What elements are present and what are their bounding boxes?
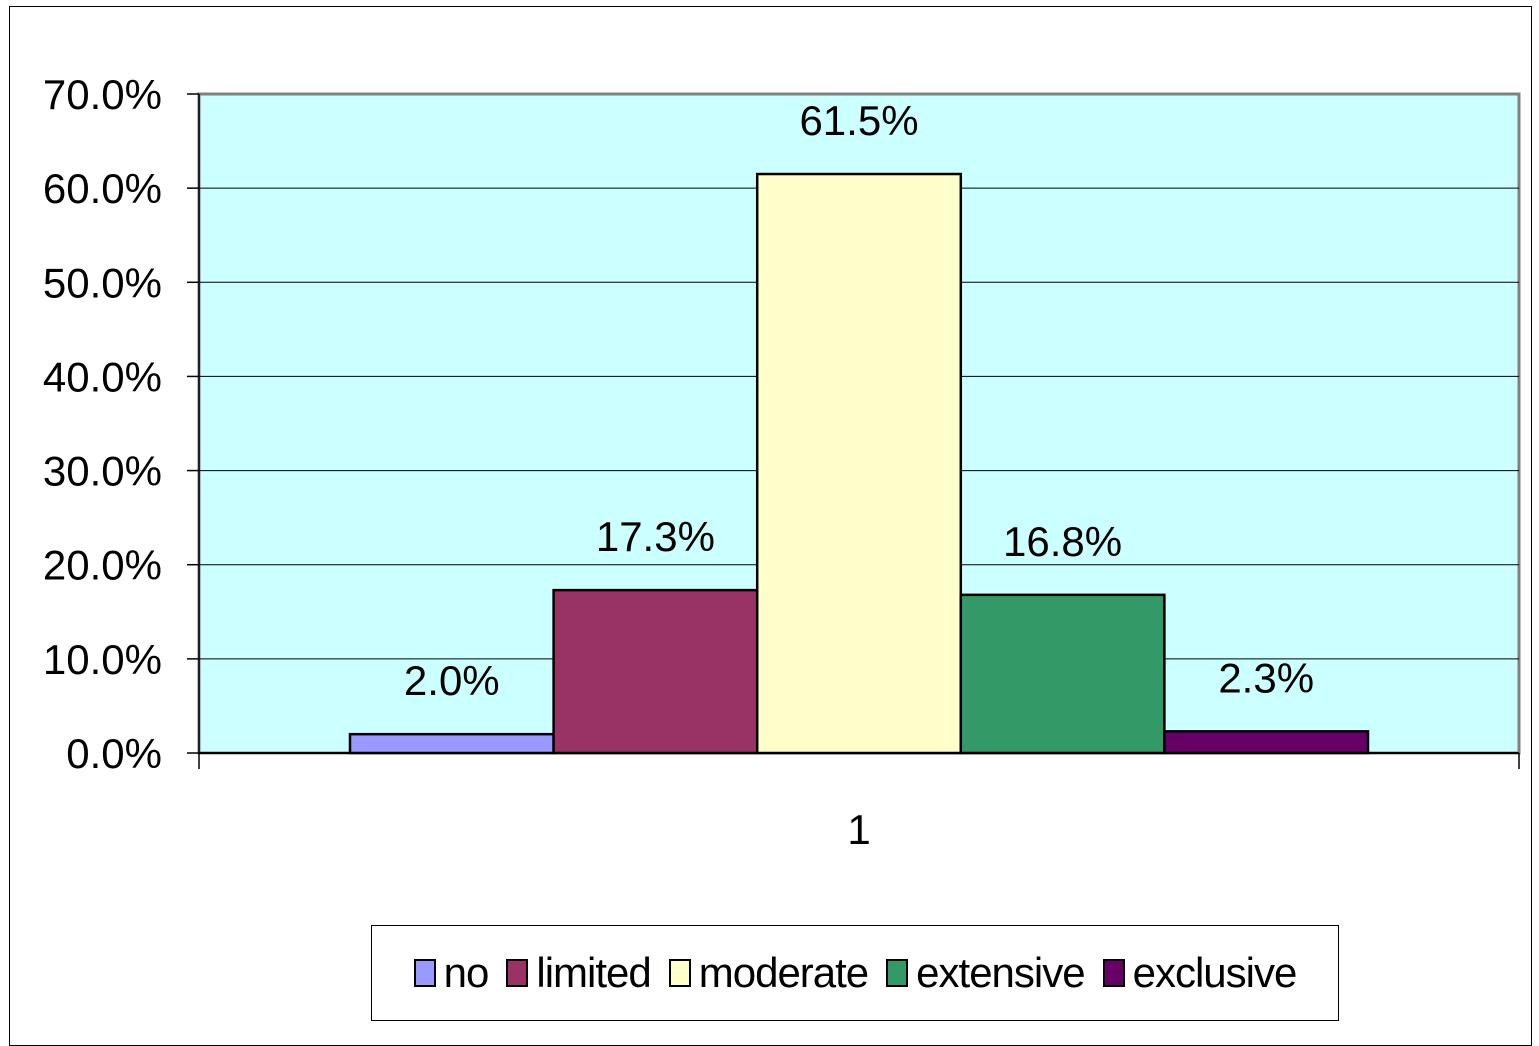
- bar-limited: [552, 588, 759, 755]
- legend-swatch: [1102, 959, 1125, 987]
- legend-label: exclusive: [1132, 949, 1298, 996]
- bar-extensive: [959, 593, 1166, 755]
- legend-swatch: [668, 959, 691, 987]
- legend-swatch: [413, 959, 436, 987]
- legend-label: moderate: [698, 949, 869, 996]
- legend-label: limited: [536, 949, 651, 996]
- bar-exclusive: [1163, 730, 1370, 755]
- y-axis: 0.0% 10.0% 20.0% 30.0% 40.0% 50.0% 60.0% 70.0%: [43, 71, 200, 777]
- legend-swatch: [886, 959, 909, 987]
- legend-item-limited: limited: [506, 949, 652, 997]
- legend: no limited moderate extensive exclusive: [371, 925, 1339, 1021]
- legend-swatch: [506, 959, 529, 987]
- data-label-exclusive: 2.3%: [1218, 654, 1314, 701]
- bar-moderate: [755, 172, 963, 755]
- data-label-moderate: 61.5%: [799, 97, 918, 144]
- y-tick-label: 30.0%: [43, 448, 162, 495]
- legend-label: extensive: [916, 949, 1085, 996]
- data-label-no: 2.0%: [404, 657, 500, 704]
- data-label-extensive: 16.8%: [1003, 518, 1122, 565]
- y-tick-label: 10.0%: [43, 636, 162, 683]
- bar-no: [348, 732, 555, 755]
- y-tick-label: 70.0%: [43, 71, 162, 118]
- y-tick-label: 40.0%: [43, 353, 162, 400]
- y-tick-label: 60.0%: [43, 165, 162, 212]
- legend-item-moderate: moderate: [668, 949, 869, 997]
- legend-item-exclusive: exclusive: [1102, 949, 1298, 997]
- bars: 2.0% 17.3% 61.5% 16.8% 2.3%: [348, 97, 1370, 755]
- y-tick-label: 20.0%: [43, 542, 162, 589]
- legend-item-extensive: extensive: [886, 949, 1086, 997]
- y-tick-label: 50.0%: [43, 259, 162, 306]
- data-label-limited: 17.3%: [596, 513, 715, 560]
- y-tick-label: 0.0%: [66, 730, 162, 777]
- legend-label: no: [443, 949, 490, 996]
- legend-item-no: no: [413, 949, 490, 997]
- x-category-label: 1: [847, 806, 870, 853]
- x-axis: 1: [198, 752, 1520, 853]
